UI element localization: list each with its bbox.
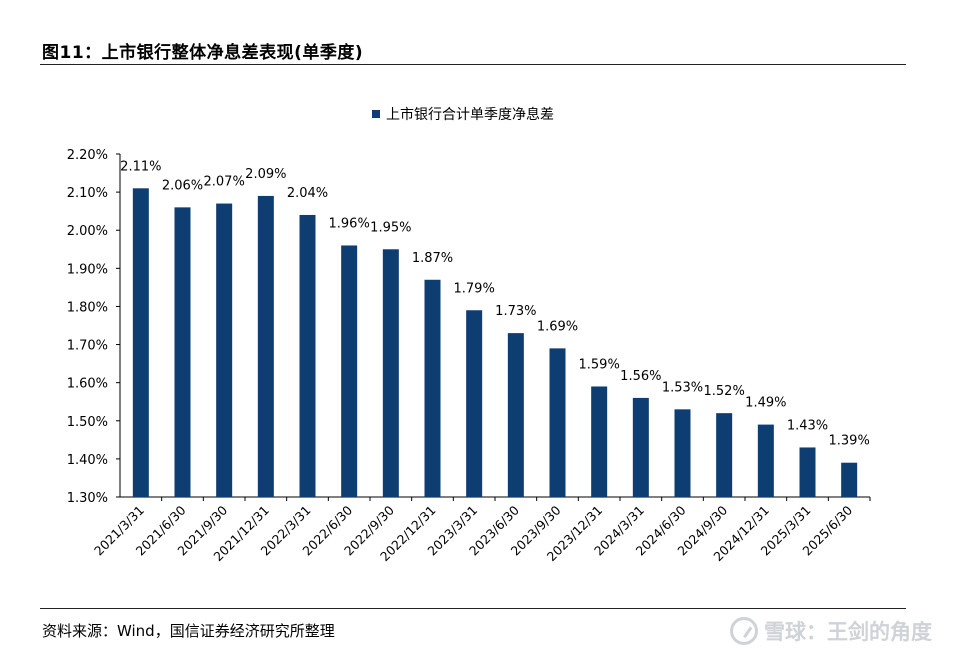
data-label: 1.73% [495, 304, 536, 319]
data-label: 1.96% [329, 216, 370, 231]
y-tick-label: 1.60% [67, 377, 108, 392]
y-tick-label: 1.50% [67, 415, 108, 430]
figure-title: 图11：上市银行整体净息差表现(单季度) [42, 43, 364, 63]
bar [632, 397, 649, 497]
data-label: 1.43% [787, 418, 828, 433]
y-tick-label: 2.20% [67, 148, 108, 163]
bar [591, 386, 608, 497]
data-label: 1.56% [620, 369, 661, 384]
bar [424, 279, 441, 497]
bar [549, 348, 566, 497]
chart-legend: 上市银行合计单季度净息差 [372, 104, 554, 124]
data-label: 2.11% [120, 159, 161, 174]
data-label: 1.59% [579, 357, 620, 372]
data-label: 2.07% [204, 175, 245, 190]
data-label: 2.06% [162, 178, 203, 193]
y-tick-label: 1.90% [67, 262, 108, 277]
bar [841, 462, 858, 497]
y-tick-label: 1.40% [67, 453, 108, 468]
bar [799, 447, 816, 497]
data-label: 1.79% [454, 281, 495, 296]
title-rule [40, 64, 906, 65]
data-label: 1.49% [745, 396, 786, 411]
snowball-logo-icon [730, 617, 758, 645]
bar [382, 249, 399, 497]
bar [507, 333, 524, 497]
data-label: 2.04% [287, 186, 328, 201]
bar [299, 214, 316, 497]
source-note: 资料来源：Wind，国信证券经济研究所整理 [42, 622, 335, 640]
legend-label: 上市银行合计单季度净息差 [386, 107, 554, 123]
bar [132, 188, 149, 498]
y-tick-label: 1.30% [67, 491, 108, 506]
data-label: 1.87% [412, 251, 453, 266]
bar [674, 409, 691, 497]
source-rule [40, 608, 906, 609]
data-label: 1.53% [662, 380, 703, 395]
watermark-text: 雪球：王剑的角度 [764, 620, 932, 644]
y-tick-label: 1.80% [67, 300, 108, 315]
watermark: 雪球：王剑的角度 [730, 616, 932, 646]
data-label: 1.39% [829, 434, 870, 449]
y-tick-label: 2.00% [67, 224, 108, 239]
y-tick-label: 2.10% [67, 186, 108, 201]
legend-swatch [372, 110, 380, 118]
bar [757, 424, 774, 497]
bar [174, 207, 191, 497]
bar [466, 310, 483, 497]
bar [257, 195, 274, 497]
data-label: 2.09% [245, 167, 286, 182]
bar [341, 245, 358, 497]
bar [216, 203, 233, 498]
data-label: 1.69% [537, 319, 578, 334]
data-label: 1.52% [704, 384, 745, 399]
y-tick-label: 1.70% [67, 339, 108, 354]
data-label: 1.95% [370, 220, 411, 235]
bar [716, 413, 733, 497]
